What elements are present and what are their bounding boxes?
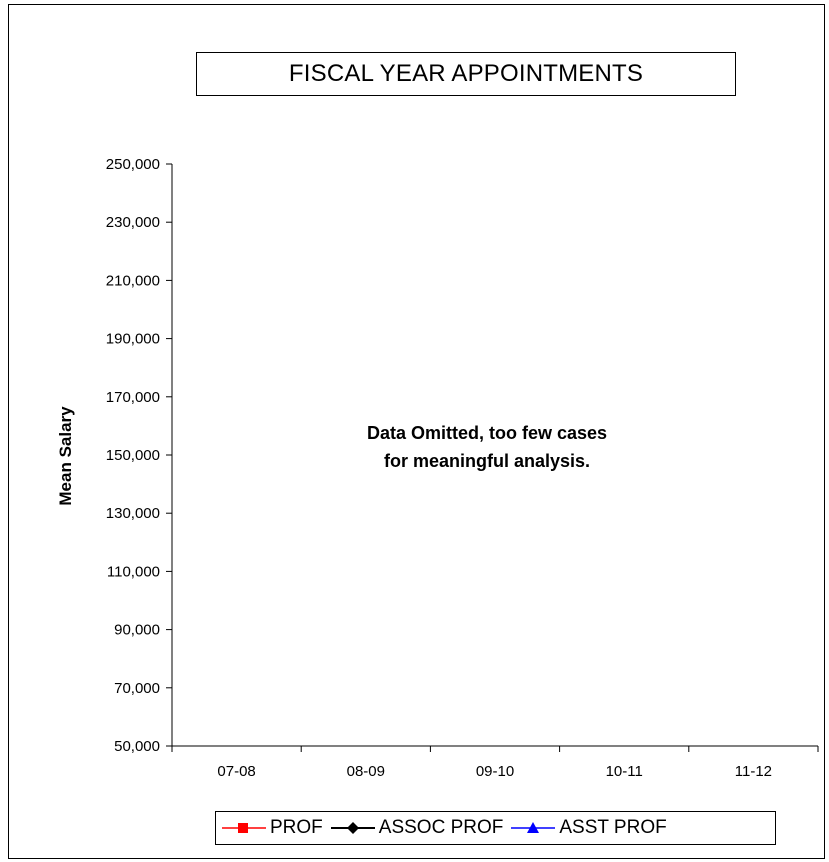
y-tick-label: 150,000 (106, 447, 160, 464)
legend-item: ASSOC PROF (330, 817, 504, 839)
legend-label: PROF (270, 817, 323, 838)
chart-frame (8, 4, 825, 859)
legend-marker (238, 823, 248, 833)
x-tick-label: 09-10 (476, 763, 514, 780)
y-tick-label: 90,000 (114, 622, 160, 639)
y-tick-label: 110,000 (107, 563, 160, 580)
y-tick-label: 130,000 (106, 505, 160, 522)
chart-title: FISCAL YEAR APPOINTMENTS (196, 52, 736, 96)
legend-swatch (330, 822, 375, 834)
legend-swatch (511, 822, 556, 833)
x-tick-label: 07-08 (217, 763, 255, 780)
annotation-line-1: Data Omitted, too few cases (367, 423, 607, 443)
x-tick-label: 10-11 (606, 763, 643, 780)
legend-item: ASST PROF (511, 817, 667, 839)
x-tick-label: 11-12 (735, 763, 772, 780)
legend-item: PROF (222, 817, 323, 839)
legend-marker (346, 822, 359, 834)
legend-marker (527, 822, 540, 833)
y-tick-label: 250,000 (106, 156, 160, 173)
legend-label: ASSOC PROF (378, 817, 504, 838)
annotation-line-2: for meaningful analysis. (384, 451, 590, 471)
y-tick-label: 190,000 (106, 331, 160, 348)
y-tick-label: 170,000 (106, 389, 160, 406)
legend: PROF ASSOC PROF ASST PROF (215, 811, 776, 845)
y-tick-label: 210,000 (106, 272, 160, 289)
legend-swatch (222, 823, 266, 833)
y-axis-title: Mean Salary (56, 406, 75, 506)
y-tick-label: 230,000 (106, 214, 160, 231)
y-tick-label: 50,000 (114, 738, 160, 755)
x-tick-label: 08-09 (347, 763, 385, 780)
chart-title-text: FISCAL YEAR APPOINTMENTS (288, 60, 644, 87)
y-tick-label: 70,000 (114, 680, 160, 697)
legend-label: ASST PROF (559, 817, 667, 838)
